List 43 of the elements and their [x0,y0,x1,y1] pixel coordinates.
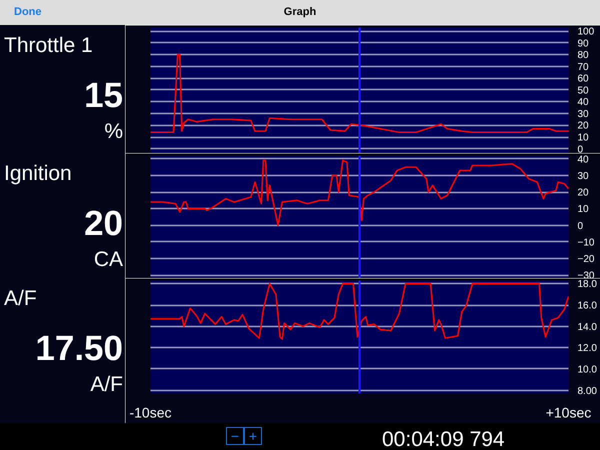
y-tick-label: 40 [578,154,590,166]
line-series [150,160,568,226]
y-tick-label: 30 [578,108,590,120]
y-tick-label: 14.0 [578,322,598,333]
text: + [244,427,262,445]
text: Graph [284,6,316,18]
line-series [150,282,568,340]
y-axis-title: A/F [90,372,123,398]
y-tick-label: 30 [578,170,590,182]
y-tick-label: −20 [578,254,595,266]
chart-title: Throttle 1 [4,33,93,59]
chart-title: A/F [4,286,37,312]
chart-title: Ignition [4,161,72,187]
text: Done [14,5,42,20]
y-tick-label: 80 [578,50,590,62]
y-tick-label: 40 [578,97,590,108]
text: 00:04:09 794 [382,427,505,450]
y-tick-label: 10.0 [578,364,598,376]
text: − [226,427,244,445]
y-tick-label: 12.0 [578,343,598,354]
x-tick-label: +10sec [546,404,592,420]
line-series [150,54,568,134]
y-tick-label: 0 [578,144,584,156]
text: 15 [84,75,123,117]
y-tick-label: −10 [578,237,595,248]
y-tick-label: 8.00 [578,386,598,397]
y-axis-title: % [104,119,123,145]
y-tick-label: 18.0 [578,279,598,290]
y-tick-label: 100 [578,26,595,38]
y-tick-label: 20 [578,120,590,132]
y-axis-title: CA [94,247,123,273]
y-tick-label: 0 [578,220,584,232]
y-tick-label: 10 [578,204,590,216]
x-tick-label: -10sec [129,404,172,420]
y-tick-label: 90 [578,38,590,50]
text: 17.50 [35,328,123,370]
y-tick-label: 60 [578,74,590,85]
y-tick-label: 20 [578,188,590,199]
y-tick-label: 50 [578,85,590,96]
y-tick-label: 16.0 [578,300,598,312]
y-tick-label: 10 [578,132,590,144]
text: 20 [84,203,123,245]
y-tick-label: 70 [578,62,590,73]
